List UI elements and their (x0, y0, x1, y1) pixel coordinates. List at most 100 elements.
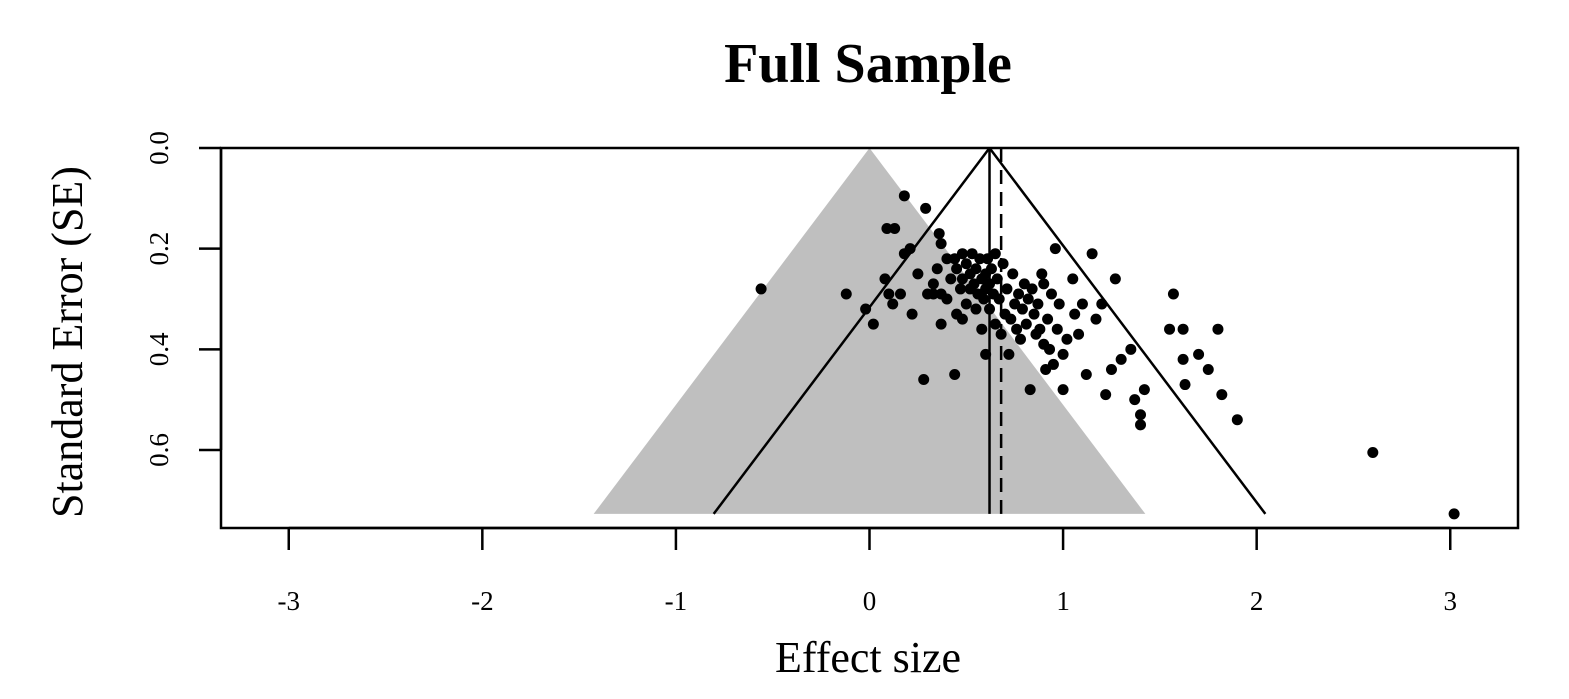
data-point (1080, 368, 1092, 380)
data-point (954, 283, 966, 295)
data-point (1036, 268, 1048, 280)
data-point (1016, 303, 1028, 315)
data-point (1100, 389, 1112, 401)
data-point (1115, 353, 1127, 365)
data-point (1001, 283, 1013, 295)
data-point (978, 293, 990, 305)
data-point (1047, 358, 1059, 370)
data-point (956, 248, 968, 260)
data-point (1011, 323, 1023, 335)
data-point (1053, 298, 1065, 310)
data-point (1032, 298, 1044, 310)
data-point (1067, 273, 1079, 285)
x-axis-label: Effect size (775, 633, 961, 682)
data-point (904, 243, 916, 255)
data-point (970, 263, 982, 275)
data-point (941, 253, 953, 265)
data-point (1049, 243, 1061, 255)
data-point (931, 263, 943, 275)
data-point (1216, 389, 1228, 401)
plot-area (219, 146, 1520, 530)
y-tick-label: 0.4 (144, 332, 174, 366)
data-point (935, 318, 947, 330)
data-point (912, 268, 924, 280)
data-point (941, 293, 953, 305)
data-point (1090, 313, 1102, 325)
data-point (918, 374, 930, 386)
data-point (933, 228, 945, 240)
data-point (1003, 348, 1015, 360)
data-point (970, 303, 982, 315)
data-point (1202, 363, 1214, 375)
data-point (1028, 308, 1040, 320)
data-point (991, 273, 1003, 285)
x-tick-label: -3 (278, 586, 301, 616)
data-point (1024, 384, 1036, 396)
data-point (894, 288, 906, 300)
data-point (883, 288, 895, 300)
data-point (935, 238, 947, 250)
data-point (1057, 384, 1069, 396)
data-point (1096, 298, 1108, 310)
data-point (1022, 293, 1034, 305)
data-point (1448, 508, 1460, 520)
data-point (1061, 333, 1073, 345)
data-point (906, 308, 918, 320)
data-point (1109, 273, 1121, 285)
data-point (1177, 323, 1189, 335)
data-point (920, 202, 932, 214)
data-point (949, 368, 961, 380)
data-point (1051, 323, 1063, 335)
data-point (993, 293, 1005, 305)
data-point (1167, 288, 1179, 300)
data-point (887, 298, 899, 310)
chart-title: Full Sample (724, 33, 1012, 95)
data-point (1005, 313, 1017, 325)
data-point (927, 288, 939, 300)
data-point (989, 248, 1001, 260)
data-point (984, 303, 996, 315)
data-point (1073, 328, 1085, 340)
data-point (1020, 318, 1032, 330)
data-point (1164, 323, 1176, 335)
data-point (1069, 308, 1081, 320)
data-point (1042, 313, 1054, 325)
data-point (1367, 447, 1379, 459)
data-point (1135, 409, 1147, 421)
data-point (960, 258, 972, 270)
data-point (898, 190, 910, 202)
data-point (980, 348, 992, 360)
data-point (1105, 363, 1117, 375)
data-point (985, 263, 997, 275)
data-point (889, 223, 901, 235)
data-point (997, 258, 1009, 270)
data-point (1007, 268, 1019, 280)
data-point (867, 318, 879, 330)
data-point (1179, 379, 1191, 391)
data-point (881, 223, 893, 235)
data-point (840, 288, 852, 300)
data-point (1034, 323, 1046, 335)
data-point (1212, 323, 1224, 335)
y-axis: 0.0 0.2 0.4 0.6 (144, 131, 223, 467)
x-axis: -3 -2 -1 0 1 2 3 (278, 526, 1457, 616)
x-tick-label: 2 (1250, 586, 1264, 616)
data-point (1177, 353, 1189, 365)
data-point (1038, 278, 1050, 290)
y-tick-label: 0.0 (144, 131, 174, 165)
data-point (860, 303, 872, 315)
x-tick-label: 0 (863, 586, 877, 616)
y-tick-label: 0.2 (144, 232, 174, 266)
data-point (1193, 348, 1205, 360)
data-point (927, 278, 939, 290)
data-point (995, 328, 1007, 340)
y-axis-label: Standard Error (SE) (43, 166, 92, 518)
data-point (1026, 283, 1038, 295)
data-point (974, 253, 986, 265)
data-point (976, 323, 988, 335)
x-tick-label: -2 (471, 586, 494, 616)
data-point (1044, 343, 1056, 355)
data-point (1057, 348, 1069, 360)
data-point (1013, 288, 1025, 300)
